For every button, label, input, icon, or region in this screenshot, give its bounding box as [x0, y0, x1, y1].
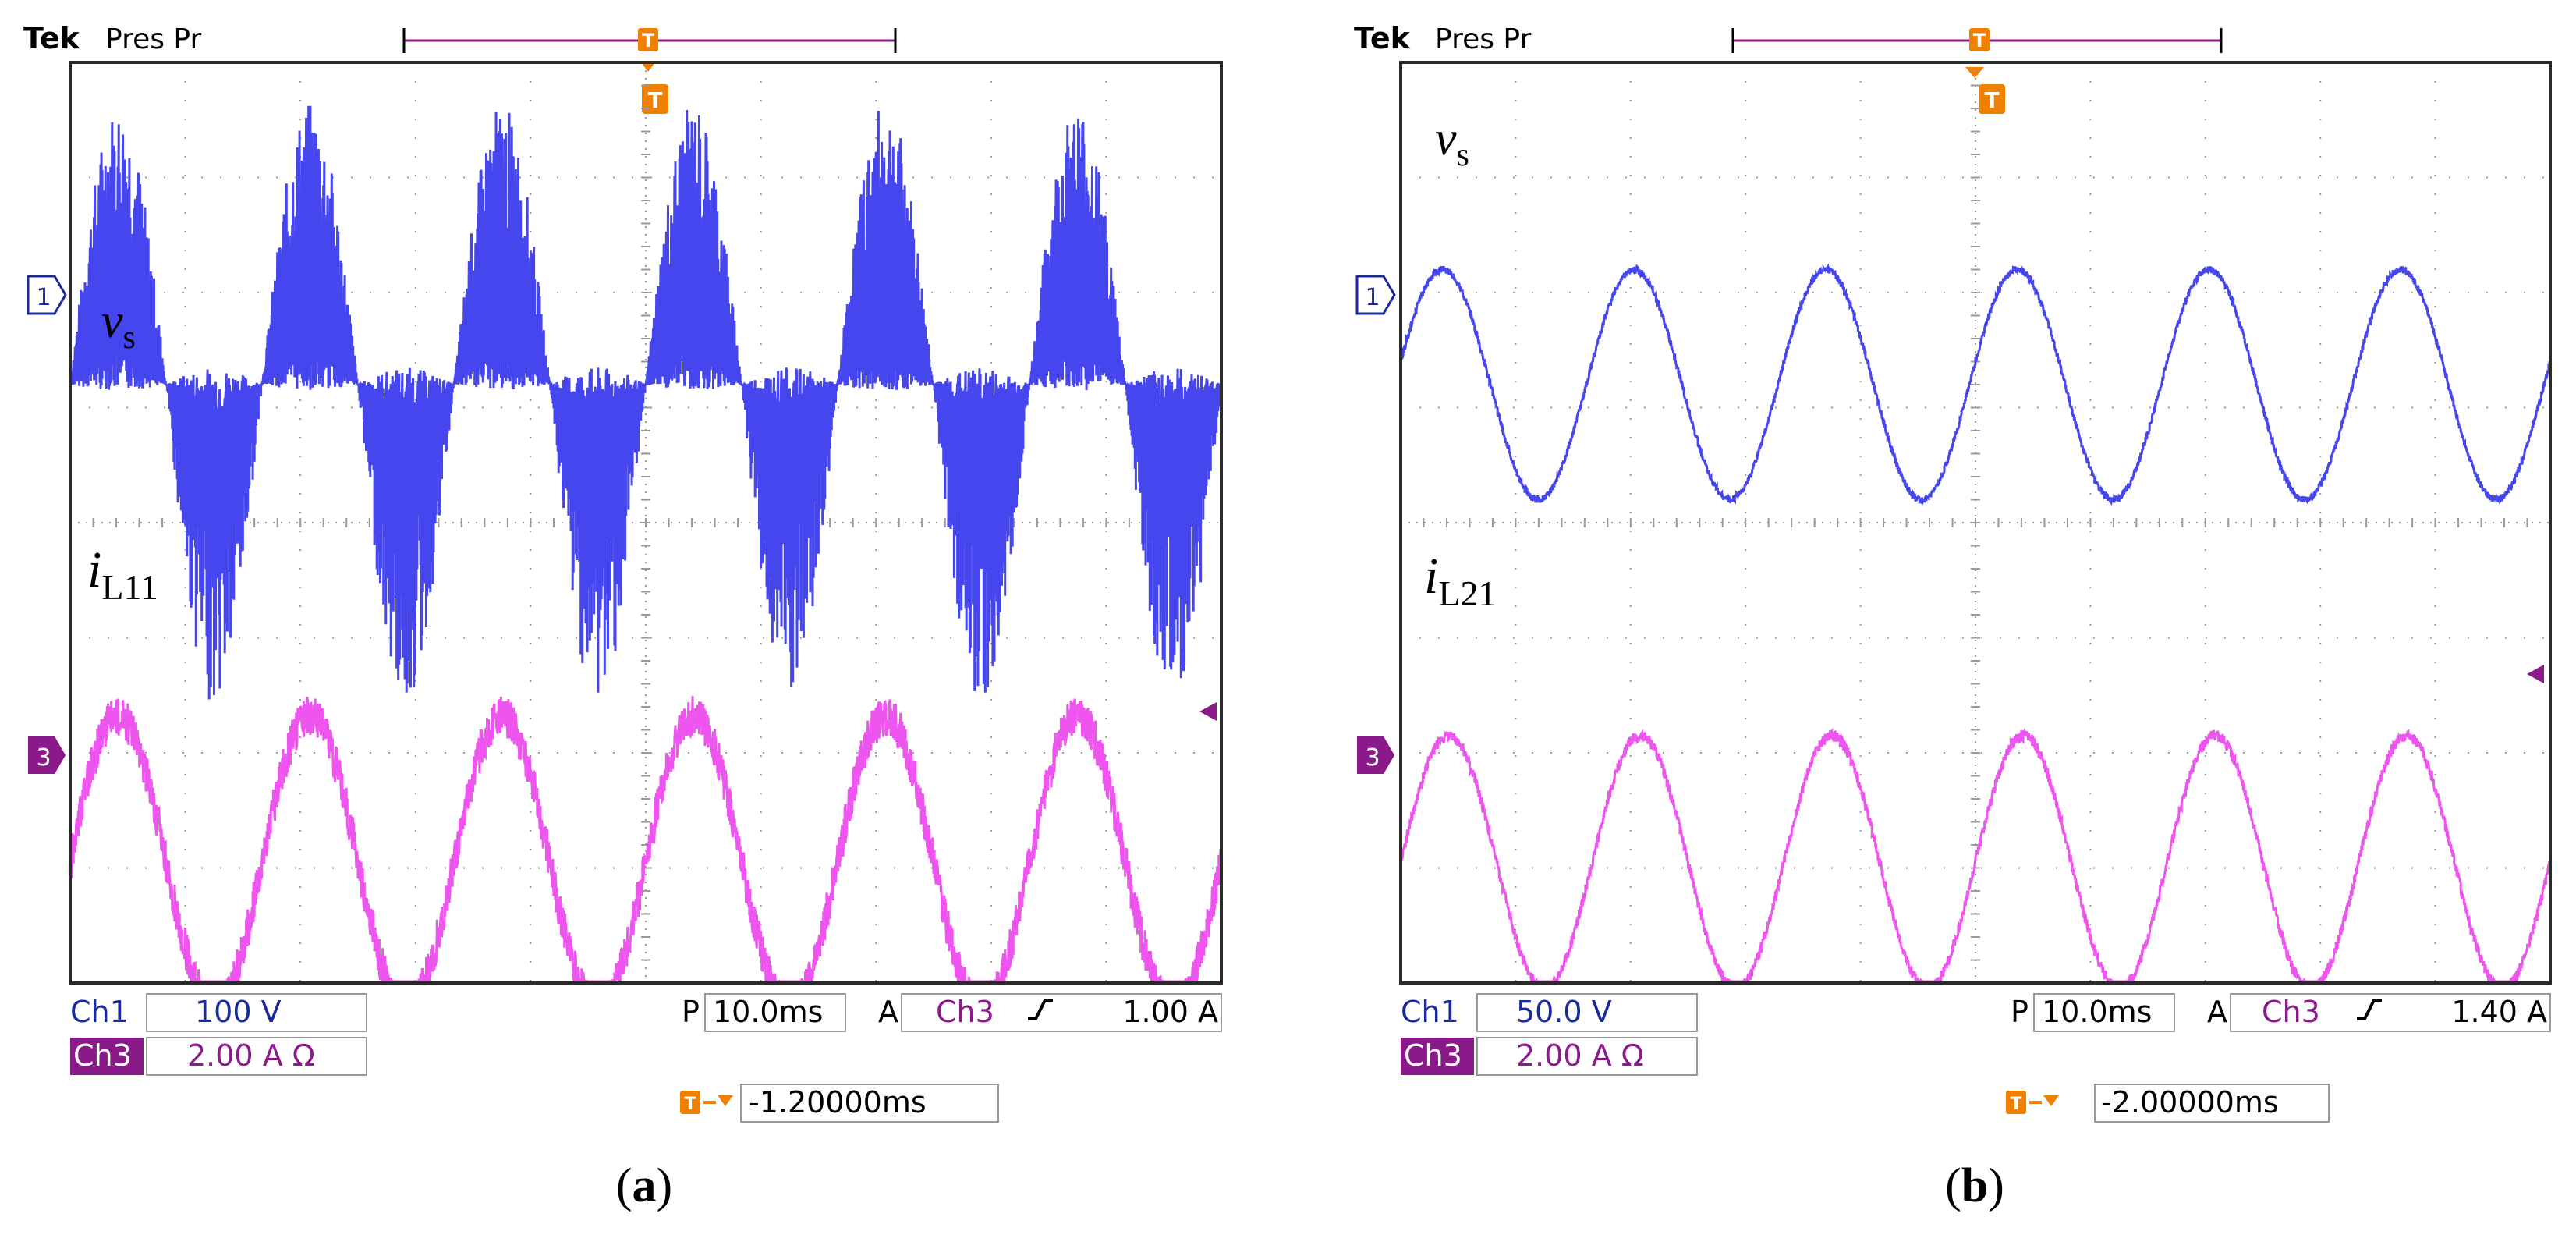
panel-a: Tek Pres Pr T T vs iL11 1 [23, 21, 1223, 1212]
ch3-name: Ch3 [1404, 1038, 1462, 1073]
ch1-scale: 100 V [195, 995, 282, 1029]
timebase: 10.0ms [2042, 995, 2152, 1029]
scope-screen-a [69, 61, 1223, 985]
trace-ch3-il11 [69, 696, 1223, 984]
trigger-level: 1.40 A [2451, 995, 2547, 1029]
label-il21: iL21 [1424, 548, 1496, 613]
svg-text:1: 1 [36, 284, 51, 311]
ch3-ground-marker: 3 [1357, 736, 1394, 774]
trigger-mode: A [878, 995, 898, 1029]
trace-ch3-il21 [1399, 727, 2552, 986]
rising-edge-icon [2357, 999, 2382, 1020]
trace-ch1-vs [69, 105, 1223, 700]
trigger-offset: -2.00000ms [2101, 1085, 2279, 1120]
svg-text:T: T [684, 1095, 696, 1114]
trigger-offset-icon: T [680, 1091, 733, 1114]
trigger-level-marker [2527, 665, 2544, 683]
ch1-ground-marker: 1 [1355, 275, 1396, 315]
svg-text:T: T [1973, 30, 1986, 51]
acquisition-state: Pres Pr [105, 23, 202, 55]
ch3-scale: 2.00 A Ω [1516, 1038, 1644, 1073]
svg-text:T: T [647, 87, 662, 113]
svg-text:1: 1 [1365, 284, 1380, 311]
trigger-level-marker [1199, 702, 1217, 721]
screen-frame [1399, 61, 2552, 985]
timebase-prefix: P [2011, 995, 2029, 1029]
tek-brand: Tek [1354, 21, 1411, 55]
svg-text:T: T [642, 30, 655, 51]
ch1-name: Ch1 [1401, 995, 1459, 1029]
tek-brand: Tek [23, 21, 80, 55]
rising-edge-icon [1028, 999, 1053, 1020]
ch3-scale: 2.00 A Ω [187, 1038, 315, 1073]
ch3-name: Ch3 [73, 1038, 132, 1073]
svg-text:3: 3 [1365, 744, 1380, 772]
readout-bar-b: Ch1 50.0 V Ch3 2.00 A Ω P 10.0ms A Ch3 1… [1401, 993, 2551, 1123]
acquisition-state: Pres Pr [1435, 23, 1532, 55]
trigger-position-marker: T [1979, 84, 2005, 114]
trigger-source: Ch3 [936, 995, 994, 1029]
ch1-ground-marker: 1 [27, 275, 67, 315]
svg-text:3: 3 [36, 744, 51, 772]
timebase-prefix: P [682, 995, 700, 1029]
ch1-name: Ch1 [70, 995, 129, 1029]
label-il11: iL11 [87, 541, 158, 607]
timebase: 10.0ms [713, 995, 823, 1029]
trigger-offset-icon: T [2006, 1091, 2059, 1114]
trigger-position-marker-top: T [638, 28, 658, 72]
ch1-scale: 50.0 V [1516, 995, 1612, 1029]
svg-text:T: T [2010, 1095, 2021, 1114]
trigger-position-marker-top: T [1965, 28, 1990, 78]
trigger-offset: -1.20000ms [749, 1085, 927, 1120]
trace-ch1-vs [1399, 263, 2552, 506]
caption-a: (a) [616, 1159, 672, 1212]
label-vs: vs [1435, 112, 1469, 173]
readout-bar-a: Ch1 100 V Ch3 2.00 A Ω P 10.0ms A Ch3 1.… [70, 993, 1222, 1123]
caption-b: (b) [1945, 1159, 2004, 1212]
scope-screen-b [1399, 61, 2552, 986]
trigger-source: Ch3 [2262, 995, 2320, 1029]
grid-b [1400, 62, 2551, 984]
label-vs: vs [101, 295, 136, 356]
trigger-level: 1.00 A [1122, 995, 1218, 1029]
svg-text:T: T [1984, 87, 1999, 113]
screen-frame [69, 61, 1223, 985]
trigger-position-marker: T [642, 84, 668, 114]
ch3-ground-marker: 3 [28, 736, 66, 774]
panel-b: Tek Pres Pr T T vs iL21 1 [1354, 21, 2552, 1212]
trigger-mode: A [2207, 995, 2227, 1029]
